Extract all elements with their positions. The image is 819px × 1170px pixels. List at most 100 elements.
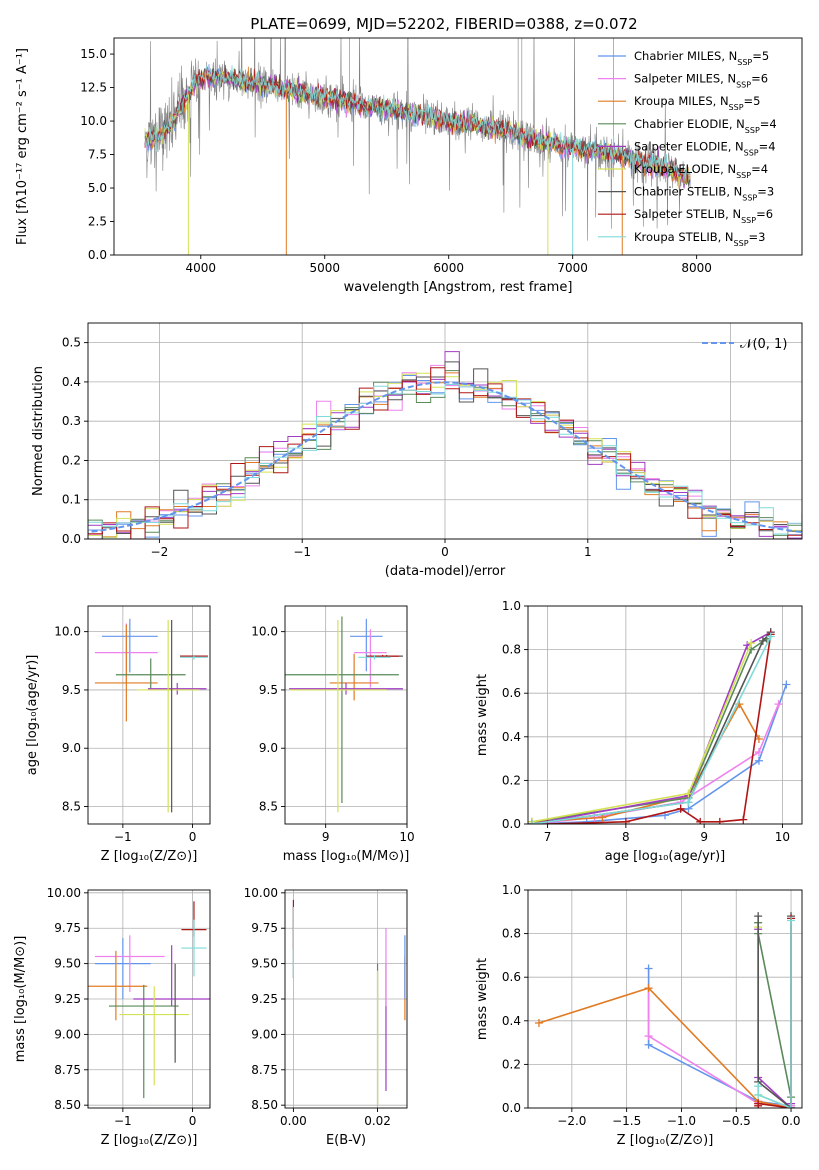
y-tick-label: 0.1	[62, 493, 81, 507]
y-tick-label: 0.0	[88, 248, 107, 262]
weight-vs-metallicity-panel: −2.0 −1.5 −1.0 −0.5 0.0 0.0 0.2 0.4 0.6 0.8 1.0 Z […	[475, 883, 803, 1148]
y-tick-label: 9.25	[251, 992, 278, 1006]
y-tick-label: 0.5	[62, 336, 81, 350]
marker-kroupa_elodie	[747, 639, 756, 648]
marker-chabrier_miles	[644, 964, 653, 973]
y-tick-label: 8.50	[54, 1098, 81, 1112]
line-salpeter_stelib	[547, 634, 772, 824]
x-axis-label: Z [log₁₀(Z/Z⊙)]	[101, 849, 198, 864]
y-tick-label: 9.25	[54, 992, 81, 1006]
y-tick-label: 8.75	[251, 1063, 278, 1077]
marker-chabrier_stelib	[758, 636, 767, 645]
x-axis-label: wavelength [Angstrom, rest frame]	[344, 280, 573, 295]
x-tick-label: −1	[114, 1114, 132, 1128]
axes-frame	[527, 605, 803, 825]
y-tick-label: 10.0	[54, 625, 81, 639]
marker-kroupa_stelib	[684, 798, 693, 807]
y-tick-label: 0.4	[502, 730, 521, 744]
age-vs-metallicity-panel: −1 0 8.5 9.0 9.5 10.0 Z [log₁₀(Z/Z⊙)] age [log₁…	[25, 605, 211, 864]
line-chabrier_miles	[531, 684, 788, 824]
plot-area	[534, 912, 796, 1108]
weight-vs-age-panel: 7 8 9 10 0.0 0.2 0.4 0.6 0.8 1.0 age [log₁₀(age/yr…	[475, 599, 803, 864]
mass-vs-ebv-panel: 0.00 0.02 8.50 8.75 9.00 9.25 9.50 9.75 10.00 E(B…	[244, 886, 408, 1148]
x-tick-label: −1.0	[667, 1114, 696, 1128]
x-tick-label: 8	[622, 830, 630, 844]
marker-salpeter_stelib	[621, 817, 630, 824]
x-tick-label: 0.02	[364, 1114, 391, 1128]
age-vs-mass-panel: 9 10 8.5 9.0 9.5 10.0 mass [log₁₀(M/M⊙)]	[251, 605, 415, 864]
plot-area	[285, 616, 403, 813]
y-tick-label: 9.5	[259, 683, 278, 697]
y-tick-label: 8.75	[54, 1063, 81, 1077]
marker-chabrier_stelib	[754, 912, 763, 921]
line-chabrier_elodie	[757, 922, 792, 1108]
marker-salpeter_stelib	[739, 815, 748, 824]
y-tick-label: 9.0	[62, 741, 81, 755]
y-tick-label: 8.5	[62, 800, 81, 814]
y-tick-label: 0.6	[502, 970, 521, 984]
x-axis-label: Z [log₁₀(Z/Z⊙)]	[101, 1133, 198, 1148]
plot-area	[292, 899, 406, 1106]
y-tick-label: 10.00	[244, 886, 278, 900]
y-tick-label: 9.75	[251, 921, 278, 935]
legend-label: Chabrier STELIB, NSSP=3	[634, 185, 774, 203]
histogram-kroupa_stelib	[88, 383, 802, 539]
marker-kroupa_miles	[534, 1018, 543, 1027]
y-tick-label: 9.5	[62, 683, 81, 697]
spectrum-panel: 4000 5000 6000 7000 8000 0.0 2.5 5.0 7.5 10.0 12.5…	[15, 37, 803, 295]
legend-label: Kroupa STELIB, NSSP=3	[634, 230, 765, 248]
legend-label: Salpeter MILES, NSSP=6	[634, 72, 768, 90]
line-kroupa_stelib	[531, 636, 772, 824]
y-axis-label: Flux [fλ10⁻¹⁷ erg cm⁻² s⁻¹ A⁻¹]	[15, 48, 30, 245]
x-tick-label: −2.0	[557, 1114, 586, 1128]
legend-label: Salpeter STELIB, NSSP=6	[634, 207, 773, 225]
y-tick-label: 8.50	[251, 1098, 278, 1112]
legend-label: Salpeter ELODIE, NSSP=4	[634, 139, 776, 157]
legend-label: Kroupa MILES, NSSP=5	[634, 94, 760, 112]
line-salpeter_miles	[531, 703, 780, 824]
y-tick-label: 1.0	[502, 599, 521, 613]
y-tick-label: 10.00	[47, 886, 81, 900]
plot-area	[88, 351, 802, 539]
x-tick-label: −1	[114, 830, 132, 844]
x-tick-label: −1.5	[612, 1114, 641, 1128]
marker-salpeter_stelib	[715, 817, 724, 824]
y-tick-label: 10.0	[251, 625, 278, 639]
x-axis-label: E(B-V)	[326, 1133, 366, 1148]
x-tick-label: 2	[727, 545, 735, 559]
marker-kroupa_stelib	[754, 1082, 763, 1091]
axes-frame	[113, 37, 803, 256]
plot-area	[144, 38, 691, 255]
plot-area	[528, 628, 791, 824]
marker-salpeter_stelib	[676, 804, 685, 813]
marker-salpeter_miles	[774, 700, 783, 709]
y-tick-label: 10.0	[80, 114, 107, 128]
y-tick-label: 0.2	[62, 453, 81, 467]
line-chabrier_elodie	[531, 638, 768, 823]
marker-chabrier_miles	[644, 1040, 653, 1049]
y-tick-label: 0.8	[502, 927, 521, 941]
y-tick-label: 1.0	[502, 883, 521, 897]
marker-chabrier_miles	[754, 756, 763, 765]
y-tick-label: 8.5	[259, 800, 278, 814]
x-tick-label: 1	[584, 545, 592, 559]
x-axis-label: age [log₁₀(age/yr)]	[605, 849, 726, 864]
y-tick-label: 9.00	[54, 1027, 81, 1041]
y-tick-label: 0.2	[502, 773, 521, 787]
x-tick-label: 10	[399, 830, 414, 844]
residuals-panel: −2 −1 0 1 2 0.0 0.1 0.2 0.3 0.4 0.5 (data-model)/er…	[31, 322, 803, 579]
marker-kroupa_miles	[754, 734, 763, 743]
x-tick-label: 8000	[681, 261, 712, 275]
line-salpeter_elodie	[531, 631, 772, 824]
line-kroupa_stelib	[757, 920, 792, 1108]
y-tick-label: 0.0	[62, 532, 81, 546]
plot-area	[94, 618, 208, 813]
x-tick-label: −2	[151, 545, 169, 559]
legend-label: Chabrier MILES, NSSP=5	[634, 49, 769, 67]
x-axis-label: (data-model)/error	[385, 564, 506, 579]
legend: Chabrier MILES, NSSP=5 Salpeter MILES, NS…	[598, 49, 777, 247]
legend-label: Kroupa ELODIE, NSSP=4	[634, 162, 768, 180]
x-axis-label: mass [log₁₀(M/M⊙)]	[283, 849, 410, 864]
legend-label: 𝒩(0, 1)	[740, 337, 787, 352]
